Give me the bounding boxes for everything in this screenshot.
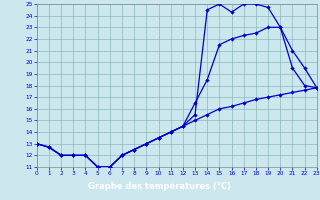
Text: Graphe des températures (°C): Graphe des températures (°C): [89, 181, 231, 191]
